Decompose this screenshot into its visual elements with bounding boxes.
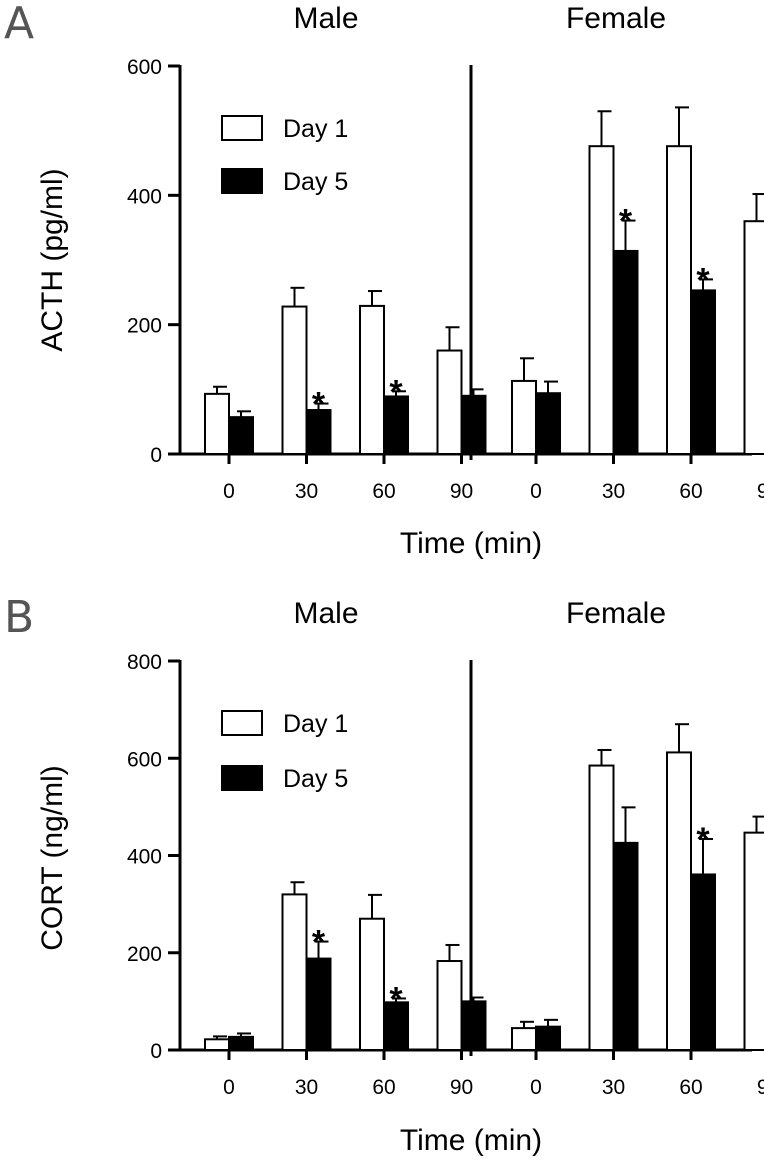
panel-a-y-tick-label: 600 — [127, 56, 162, 79]
panel-b-bar-day5 — [535, 1025, 561, 1052]
panel-a-legend-label-day1: Day 1 — [283, 115, 348, 143]
panel-a-x-tick-label: 30 — [295, 480, 318, 503]
panel-b-bar-day1 — [281, 893, 308, 1052]
panel-a-bar-day5 — [460, 394, 487, 455]
panel-a-x-tick-label: 60 — [679, 480, 702, 503]
panel-b-x-tick-label: 60 — [679, 1076, 702, 1099]
panel-a-bar-day1 — [588, 145, 615, 455]
panel-a-x-tick-label: 0 — [530, 480, 542, 503]
panel-a-bar-day1 — [511, 379, 537, 455]
panel-b-legend-swatch-day5 — [221, 765, 263, 791]
panel-a-x-tick-label: 60 — [372, 480, 395, 503]
panel-a-bar-day1 — [743, 220, 764, 455]
panel-b-bar-day1 — [588, 764, 615, 1051]
panel-b-y-tick-label: 0 — [150, 1040, 162, 1063]
panel-b-bar-day1 — [666, 751, 692, 1051]
panel-a-bar-day5 — [535, 392, 561, 456]
panel-b-significance-star: * — [389, 980, 403, 1018]
panel-b-legend-label-day1: Day 1 — [283, 710, 348, 738]
panel-letter-b: B — [4, 592, 34, 643]
panel-a-bar-day1 — [204, 392, 230, 455]
panel-a-x-tick-label: 0 — [223, 480, 235, 503]
panel-a-y-axis-title: ACTH (pg/ml) — [36, 168, 69, 351]
panel-a-bar-day5 — [305, 409, 332, 456]
panel-b-group-title-male: Male — [293, 597, 358, 630]
panel-b-y-axis-title: CORT (ng/ml) — [36, 765, 69, 951]
panel-b-x-tick-label: 90 — [757, 1076, 764, 1099]
panel-a-y-tick-label: 200 — [127, 315, 162, 338]
panel-b-group-title-female: Female — [566, 597, 666, 630]
panel-b-x-tick-label: 0 — [223, 1076, 235, 1099]
panel-a-bar-day5 — [383, 395, 409, 455]
panel-b-x-tick-label: 30 — [295, 1076, 318, 1099]
panel-b-x-tick-label: 60 — [372, 1076, 395, 1099]
panel-b-bar-day5 — [690, 873, 716, 1051]
panel-a-legend-swatch-day5 — [221, 168, 263, 194]
panel-b-bar-day1 — [204, 1038, 230, 1051]
panel-a-x-tick-label: 90 — [757, 480, 764, 503]
panel-b-significance-star: * — [696, 821, 710, 859]
panel-a-legend-swatch-day1 — [221, 115, 263, 141]
panel-b-bar-day5 — [305, 957, 332, 1052]
panel-b-bar-day5 — [228, 1035, 254, 1051]
panel-b-legend-label-day5: Day 5 — [283, 765, 348, 793]
panel-a-legend-label-day5: Day 5 — [283, 168, 348, 196]
panel-a-group-title-male: Male — [293, 2, 358, 35]
panel-b-x-axis-title: Time (min) — [400, 1124, 542, 1157]
panel-a-bar-day5 — [690, 289, 716, 456]
panel-a-bar-day1 — [436, 349, 463, 455]
panel-b-y-tick-label: 400 — [127, 846, 162, 869]
panel-a-significance-star: * — [312, 386, 326, 424]
panel-b-x-tick-label: 0 — [530, 1076, 542, 1099]
panel-b-x-tick-label: 90 — [450, 1076, 473, 1099]
panel-a-y-tick-label: 400 — [127, 185, 162, 208]
panel-b-y-tick-label: 200 — [127, 943, 162, 966]
panel-a-significance-star: * — [389, 373, 403, 411]
panel-b-y-tick-label: 600 — [127, 748, 162, 771]
panel-a-bar-day1 — [359, 304, 385, 455]
panel-a-x-tick-label: 90 — [450, 480, 473, 503]
panel-b-x-tick-label: 30 — [602, 1076, 625, 1099]
panel-a-group-title-female: Female — [566, 2, 666, 35]
panel-b-bar-day5 — [612, 841, 639, 1051]
panel-a-x-axis-title: Time (min) — [400, 527, 542, 560]
panel-b-legend-swatch-day1 — [221, 710, 263, 736]
panel-a-bar-day5 — [612, 249, 639, 455]
panel-a-bar-day1 — [666, 145, 692, 455]
panel-b-y-tick-label: 800 — [127, 651, 162, 674]
panel-b-bar-day1 — [511, 1027, 537, 1052]
panel-a-significance-star: * — [696, 261, 710, 299]
panel-b-bar-day1 — [436, 960, 463, 1051]
panel-a-bar-day1 — [281, 305, 308, 455]
panel-b-bar-day1 — [359, 917, 385, 1052]
panel-letter-a: A — [4, 0, 34, 49]
panel-b-significance-star: * — [312, 924, 326, 962]
panel-a-significance-star: * — [619, 203, 633, 241]
panel-a-x-tick-label: 30 — [602, 480, 625, 503]
panel-a-y-tick-label: 0 — [150, 444, 162, 467]
panel-b-bar-day5 — [460, 1000, 487, 1051]
panel-a-bar-day5 — [228, 416, 254, 456]
panel-b-bar-day1 — [743, 831, 764, 1051]
panel-b-bar-day5 — [383, 1001, 409, 1051]
